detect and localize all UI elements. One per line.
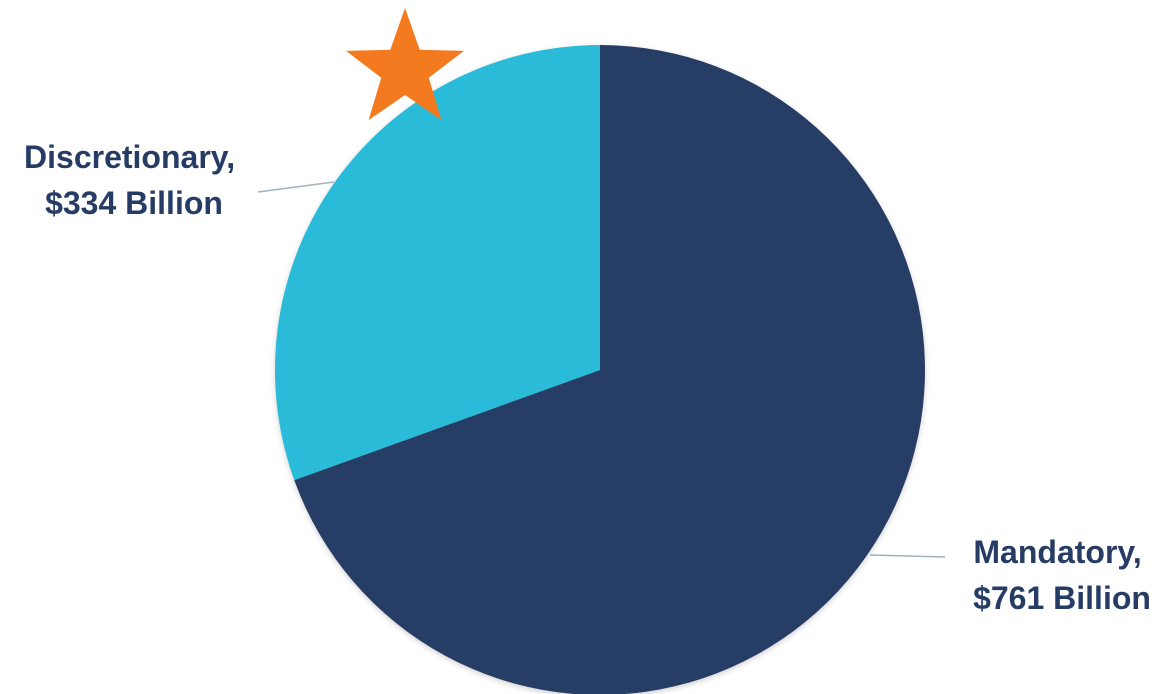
data-label-discretionary-line2: $334 Billion (45, 185, 223, 221)
data-label-discretionary: Discretionary, $334 Billion (24, 139, 244, 221)
pie-slice-mandatory (294, 45, 925, 694)
data-label-mandatory-line2: $761 Billion (973, 580, 1151, 616)
data-label-mandatory-line1: Mandatory, (973, 534, 1141, 570)
data-label-mandatory: Mandatory, $761 Billion (973, 534, 1151, 616)
pie-slice-discretionary (275, 45, 600, 481)
star-icon (346, 8, 464, 121)
data-label-discretionary-line1: Discretionary, (24, 139, 235, 175)
leader-line-mandatory (869, 554, 946, 558)
leader-line-discretionary (257, 181, 335, 193)
